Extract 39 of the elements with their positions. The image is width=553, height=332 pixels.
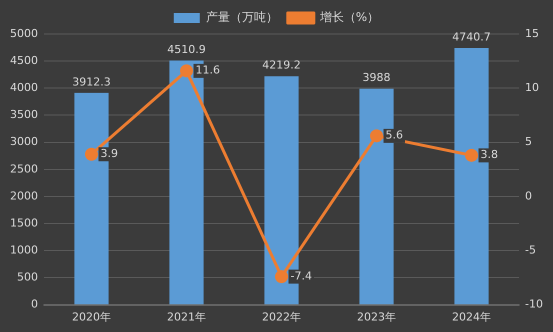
- y2-tick-label: 15: [525, 26, 540, 40]
- y2-tick-label: 0: [525, 189, 532, 202]
- x-tick-label: 2022年: [262, 310, 302, 324]
- y-tick-label: 3000: [10, 135, 38, 148]
- point: [85, 148, 98, 161]
- point: [465, 148, 478, 162]
- y2-tick-label: 5: [525, 135, 532, 148]
- x-tick-label: 2021年: [167, 310, 206, 324]
- data-label: 4510.9: [167, 42, 206, 56]
- point: [180, 64, 194, 78]
- point: [275, 270, 288, 284]
- legend-label: 产量（万吨）: [206, 10, 278, 24]
- y-tick-label: 1000: [10, 244, 38, 256]
- point: [370, 129, 384, 142]
- x-tick-label: 2023年: [357, 310, 396, 324]
- x-tick-label: 2020年: [72, 310, 111, 324]
- data-label: 3.9: [100, 147, 118, 160]
- y-tick-label: 4000: [10, 81, 38, 94]
- data-label: 4740.7: [452, 30, 491, 44]
- legend-label: 增长（%）: [318, 10, 380, 24]
- y-tick-label: 2000: [10, 189, 38, 202]
- y-tick-label: 5000: [10, 26, 38, 40]
- y-tick-label: 2500: [10, 162, 38, 176]
- data-label: 3912.3: [72, 75, 111, 88]
- data-label: -7.4: [290, 269, 312, 282]
- y-tick-label: 4500: [10, 54, 38, 67]
- data-label: 3.8: [480, 148, 498, 162]
- y-tick-label: 3500: [10, 108, 38, 122]
- y2-tick-label: 10: [525, 81, 540, 94]
- data-label: 3988: [362, 71, 391, 84]
- y-tick-label: 0: [30, 298, 38, 311]
- y2-tick-label: -5: [525, 244, 536, 256]
- y2-tick-label: -10: [525, 298, 543, 311]
- data-label: 5.6: [386, 128, 404, 142]
- data-label: 4219.2: [262, 58, 301, 72]
- y-tick-label: 1500: [10, 216, 38, 230]
- x-tick-label: 2024年: [452, 310, 492, 324]
- data-label: 11.6: [196, 64, 220, 77]
- y-tick-label: 500: [16, 270, 38, 284]
